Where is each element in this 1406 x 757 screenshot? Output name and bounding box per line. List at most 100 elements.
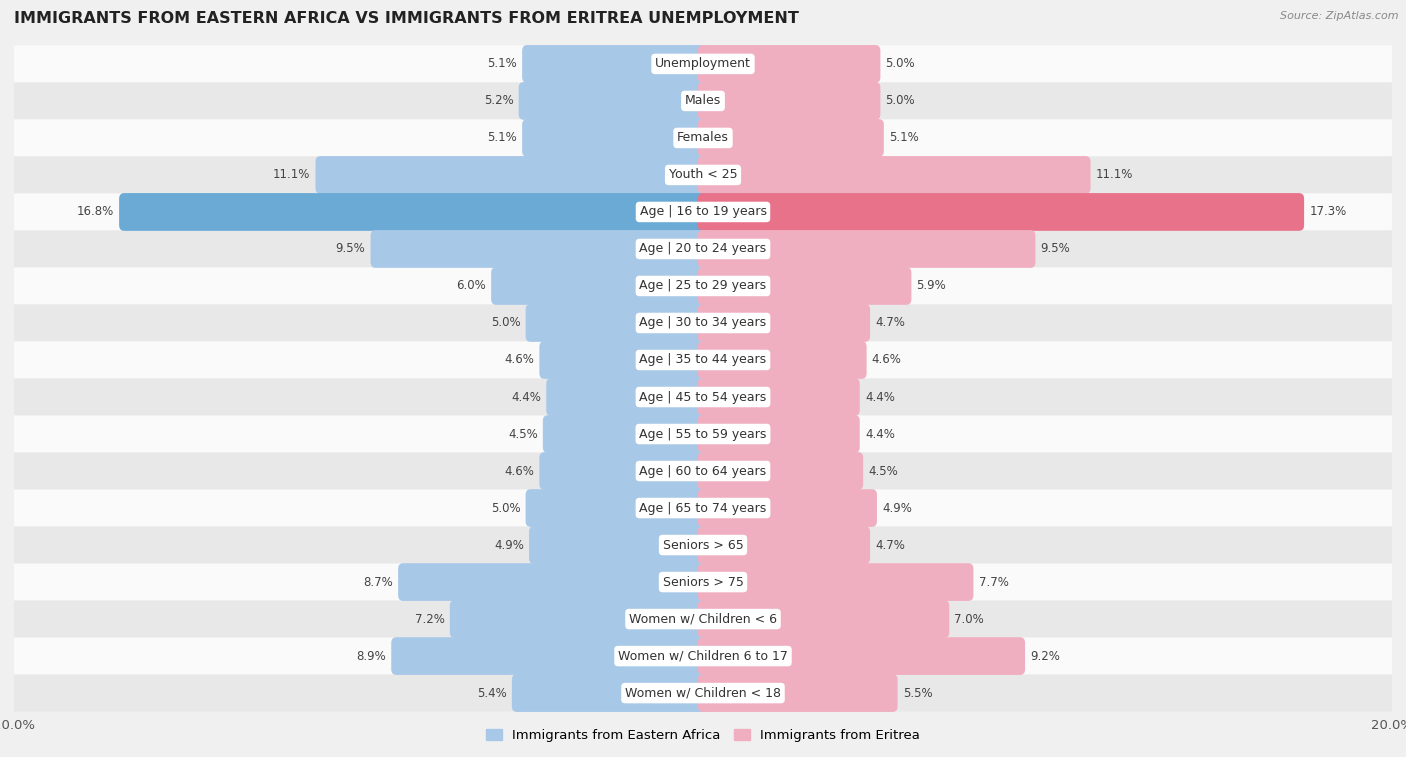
FancyBboxPatch shape bbox=[391, 637, 709, 675]
Text: 5.0%: 5.0% bbox=[886, 95, 915, 107]
FancyBboxPatch shape bbox=[14, 120, 1392, 157]
FancyBboxPatch shape bbox=[14, 45, 1392, 83]
Text: 5.1%: 5.1% bbox=[889, 132, 918, 145]
Text: Women w/ Children 6 to 17: Women w/ Children 6 to 17 bbox=[619, 650, 787, 662]
Text: IMMIGRANTS FROM EASTERN AFRICA VS IMMIGRANTS FROM ERITREA UNEMPLOYMENT: IMMIGRANTS FROM EASTERN AFRICA VS IMMIGR… bbox=[14, 11, 799, 26]
Text: Age | 20 to 24 years: Age | 20 to 24 years bbox=[640, 242, 766, 255]
Text: Women w/ Children < 18: Women w/ Children < 18 bbox=[626, 687, 780, 699]
FancyBboxPatch shape bbox=[540, 341, 709, 378]
Text: 4.6%: 4.6% bbox=[505, 465, 534, 478]
FancyBboxPatch shape bbox=[526, 489, 709, 527]
FancyBboxPatch shape bbox=[697, 526, 870, 564]
FancyBboxPatch shape bbox=[543, 415, 709, 453]
Text: 4.9%: 4.9% bbox=[882, 502, 912, 515]
FancyBboxPatch shape bbox=[14, 527, 1392, 563]
Text: 7.0%: 7.0% bbox=[955, 612, 984, 625]
FancyBboxPatch shape bbox=[697, 415, 859, 453]
Text: 4.6%: 4.6% bbox=[505, 354, 534, 366]
FancyBboxPatch shape bbox=[14, 230, 1392, 267]
Text: 4.4%: 4.4% bbox=[512, 391, 541, 403]
FancyBboxPatch shape bbox=[14, 563, 1392, 600]
FancyBboxPatch shape bbox=[697, 378, 859, 416]
FancyBboxPatch shape bbox=[512, 674, 709, 712]
FancyBboxPatch shape bbox=[14, 267, 1392, 304]
Text: Age | 45 to 54 years: Age | 45 to 54 years bbox=[640, 391, 766, 403]
Text: 17.3%: 17.3% bbox=[1309, 205, 1347, 219]
Text: 4.5%: 4.5% bbox=[869, 465, 898, 478]
FancyBboxPatch shape bbox=[315, 156, 709, 194]
FancyBboxPatch shape bbox=[120, 193, 709, 231]
Text: 5.1%: 5.1% bbox=[488, 58, 517, 70]
Text: 7.7%: 7.7% bbox=[979, 575, 1008, 588]
FancyBboxPatch shape bbox=[697, 304, 870, 342]
FancyBboxPatch shape bbox=[697, 230, 1035, 268]
FancyBboxPatch shape bbox=[14, 194, 1392, 230]
Text: 6.0%: 6.0% bbox=[456, 279, 486, 292]
Text: 4.5%: 4.5% bbox=[508, 428, 537, 441]
Text: Males: Males bbox=[685, 95, 721, 107]
FancyBboxPatch shape bbox=[697, 637, 1025, 675]
FancyBboxPatch shape bbox=[14, 600, 1392, 637]
Text: 4.4%: 4.4% bbox=[865, 428, 894, 441]
FancyBboxPatch shape bbox=[697, 452, 863, 490]
FancyBboxPatch shape bbox=[697, 489, 877, 527]
Text: 5.1%: 5.1% bbox=[488, 132, 517, 145]
FancyBboxPatch shape bbox=[540, 452, 709, 490]
FancyBboxPatch shape bbox=[522, 119, 709, 157]
FancyBboxPatch shape bbox=[14, 378, 1392, 416]
FancyBboxPatch shape bbox=[14, 453, 1392, 490]
Text: Unemployment: Unemployment bbox=[655, 58, 751, 70]
Text: 5.0%: 5.0% bbox=[491, 502, 520, 515]
FancyBboxPatch shape bbox=[697, 267, 911, 305]
FancyBboxPatch shape bbox=[14, 83, 1392, 120]
Text: Youth < 25: Youth < 25 bbox=[669, 169, 737, 182]
FancyBboxPatch shape bbox=[697, 119, 884, 157]
FancyBboxPatch shape bbox=[371, 230, 709, 268]
FancyBboxPatch shape bbox=[522, 45, 709, 83]
FancyBboxPatch shape bbox=[547, 378, 709, 416]
Text: 9.2%: 9.2% bbox=[1031, 650, 1060, 662]
FancyBboxPatch shape bbox=[491, 267, 709, 305]
Legend: Immigrants from Eastern Africa, Immigrants from Eritrea: Immigrants from Eastern Africa, Immigran… bbox=[486, 728, 920, 742]
Text: Age | 16 to 19 years: Age | 16 to 19 years bbox=[640, 205, 766, 219]
FancyBboxPatch shape bbox=[529, 526, 709, 564]
Text: 5.4%: 5.4% bbox=[477, 687, 506, 699]
Text: 16.8%: 16.8% bbox=[77, 205, 114, 219]
Text: Age | 30 to 34 years: Age | 30 to 34 years bbox=[640, 316, 766, 329]
Text: 5.0%: 5.0% bbox=[886, 58, 915, 70]
Text: 11.1%: 11.1% bbox=[1095, 169, 1133, 182]
Text: 5.5%: 5.5% bbox=[903, 687, 932, 699]
Text: Age | 35 to 44 years: Age | 35 to 44 years bbox=[640, 354, 766, 366]
FancyBboxPatch shape bbox=[14, 341, 1392, 378]
Text: 4.9%: 4.9% bbox=[494, 538, 524, 552]
Text: 4.4%: 4.4% bbox=[865, 391, 894, 403]
Text: 4.6%: 4.6% bbox=[872, 354, 901, 366]
Text: 9.5%: 9.5% bbox=[336, 242, 366, 255]
Text: Seniors > 75: Seniors > 75 bbox=[662, 575, 744, 588]
Text: 11.1%: 11.1% bbox=[273, 169, 311, 182]
FancyBboxPatch shape bbox=[526, 304, 709, 342]
Text: 7.2%: 7.2% bbox=[415, 612, 444, 625]
FancyBboxPatch shape bbox=[398, 563, 709, 601]
Text: 8.9%: 8.9% bbox=[356, 650, 387, 662]
FancyBboxPatch shape bbox=[697, 193, 1305, 231]
Text: Age | 65 to 74 years: Age | 65 to 74 years bbox=[640, 502, 766, 515]
Text: 8.7%: 8.7% bbox=[363, 575, 392, 588]
Text: Women w/ Children < 6: Women w/ Children < 6 bbox=[628, 612, 778, 625]
FancyBboxPatch shape bbox=[697, 674, 897, 712]
Text: 5.2%: 5.2% bbox=[484, 95, 513, 107]
Text: 5.9%: 5.9% bbox=[917, 279, 946, 292]
Text: Age | 60 to 64 years: Age | 60 to 64 years bbox=[640, 465, 766, 478]
FancyBboxPatch shape bbox=[697, 563, 973, 601]
FancyBboxPatch shape bbox=[450, 600, 709, 638]
FancyBboxPatch shape bbox=[14, 304, 1392, 341]
Text: Age | 25 to 29 years: Age | 25 to 29 years bbox=[640, 279, 766, 292]
FancyBboxPatch shape bbox=[14, 416, 1392, 453]
Text: 4.7%: 4.7% bbox=[875, 538, 905, 552]
FancyBboxPatch shape bbox=[697, 82, 880, 120]
FancyBboxPatch shape bbox=[14, 490, 1392, 527]
Text: Females: Females bbox=[678, 132, 728, 145]
Text: 5.0%: 5.0% bbox=[491, 316, 520, 329]
FancyBboxPatch shape bbox=[697, 600, 949, 638]
FancyBboxPatch shape bbox=[519, 82, 709, 120]
